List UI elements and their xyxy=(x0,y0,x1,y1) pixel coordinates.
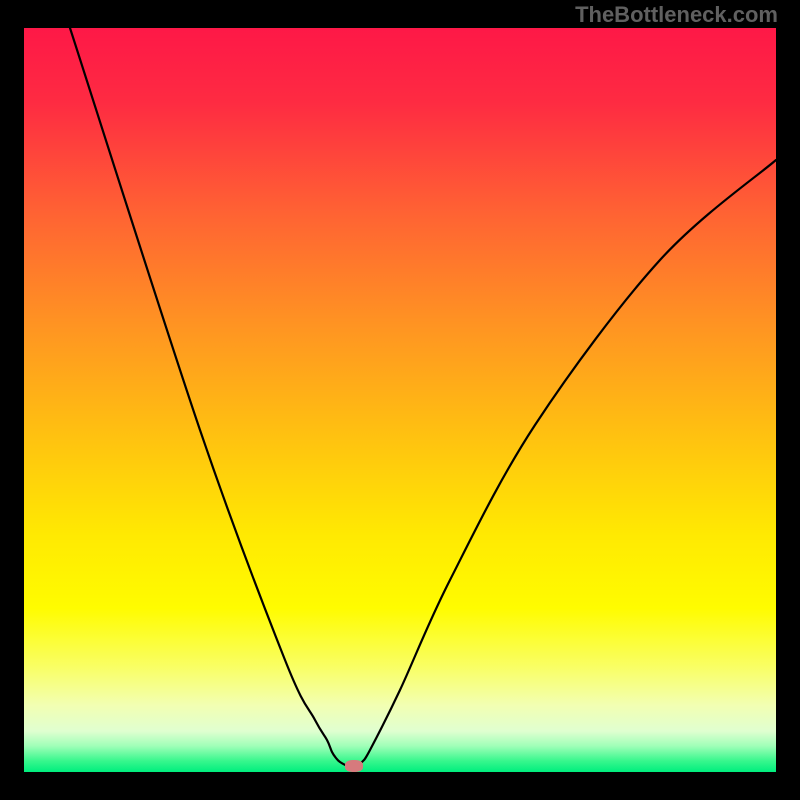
gradient-background xyxy=(24,28,776,772)
watermark-text: TheBottleneck.com xyxy=(575,2,778,28)
optimum-marker xyxy=(345,760,363,772)
plot-area xyxy=(24,28,776,772)
bottleneck-curve xyxy=(24,28,776,772)
chart-frame: TheBottleneck.com xyxy=(0,0,800,800)
